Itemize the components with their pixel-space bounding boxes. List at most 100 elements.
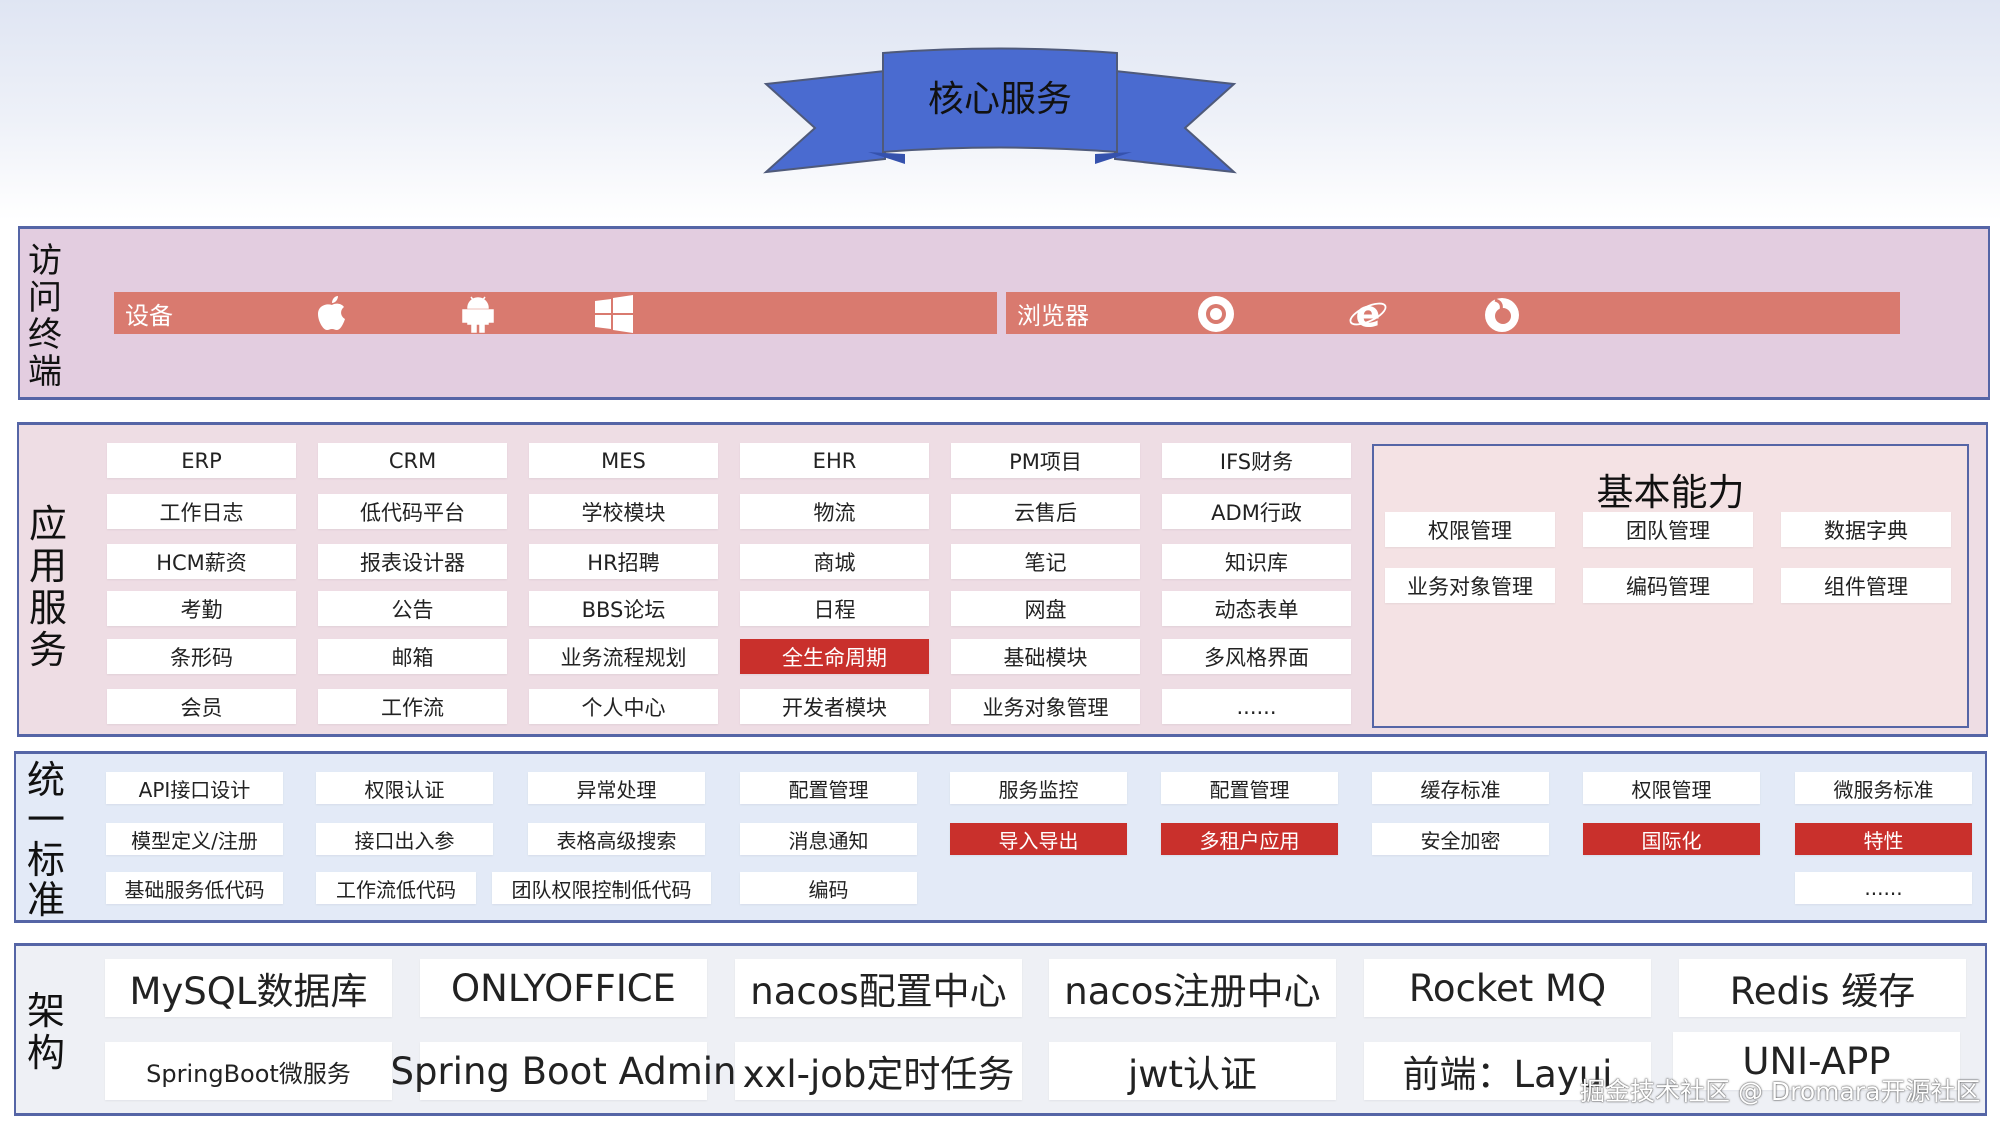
architecture-cell: UNI-APP: [1673, 1032, 1960, 1090]
architecture-cell: Rocket MQ: [1364, 959, 1651, 1017]
standard-cell: 团队权限控制低代码: [492, 872, 711, 904]
architecture-cell: 前端：Layui: [1364, 1042, 1651, 1100]
standard-cell: 基础服务低代码: [106, 872, 283, 904]
windows-icon: [594, 294, 634, 334]
basic-capability-cell: 编码管理: [1583, 568, 1753, 603]
basic-capability-cell: 团队管理: [1583, 512, 1753, 547]
standard-cell: 模型定义/注册: [106, 823, 283, 855]
app-module-cell: HR招聘: [529, 544, 718, 579]
apple-icon: [312, 294, 352, 334]
basic-capability-cell: 业务对象管理: [1385, 568, 1555, 603]
app-module-cell: 工作日志: [107, 494, 296, 529]
basic-capability-cell: 权限管理: [1385, 512, 1555, 547]
app-module-cell: CRM: [318, 443, 507, 478]
app-module-cell: 业务对象管理: [951, 689, 1140, 724]
app-module-cell: 笔记: [951, 544, 1140, 579]
banner-center: [882, 47, 1118, 154]
standard-cell: 配置管理: [1161, 772, 1338, 804]
access-terminal-section: 访问终端 设备 浏览器 e: [18, 226, 1990, 400]
app-module-cell: 开发者模块: [740, 689, 929, 724]
basic-capabilities-panel: 基本能力 权限管理 团队管理 数据字典业务对象管理 编码管理 组件管理: [1372, 444, 1969, 728]
app-module-cell: 网盘: [951, 591, 1140, 626]
app-module-cell: 条形码: [107, 639, 296, 674]
app-module-cell: HCM薪资: [107, 544, 296, 579]
app-module-cell: 知识库: [1162, 544, 1351, 579]
app-module-cell: 商城: [740, 544, 929, 579]
section-label-arch: 架构: [26, 989, 65, 1075]
banner-right-tail: [1114, 69, 1237, 174]
browser-label: 浏览器: [1017, 301, 1089, 330]
firefox-icon: [1482, 294, 1522, 334]
standard-cell: 表格高级搜索: [528, 823, 705, 855]
app-module-cell: 考勤: [107, 591, 296, 626]
section-label-access: 访问终端: [28, 241, 62, 392]
architecture-cell: nacos配置中心: [735, 959, 1022, 1017]
standard-cell: 特性: [1795, 823, 1972, 855]
standard-cell: 微服务标准: [1795, 772, 1972, 804]
architecture-section: 架构 MySQL数据库 ONLYOFFICE nacos配置中心 nacos注册中心 R…: [14, 943, 1987, 1116]
standard-cell: 异常处理: [528, 772, 705, 804]
section-label-standards: 统一标准: [26, 758, 65, 922]
section-label-apps: 应用服务: [28, 502, 67, 672]
standard-cell: 消息通知: [740, 823, 917, 855]
standard-cell: 接口出入参: [316, 823, 493, 855]
banner-left-tail: [763, 69, 886, 174]
app-module-cell: 业务流程规划: [529, 639, 718, 674]
standard-cell: ......: [1795, 872, 1972, 904]
device-bar: 设备: [114, 292, 997, 334]
watermark: 掘金技术社区 @ Dromara开源社区: [1580, 1077, 1981, 1106]
app-module-cell: 学校模块: [529, 494, 718, 529]
app-module-cell: 工作流: [318, 689, 507, 724]
app-module-cell: 报表设计器: [318, 544, 507, 579]
core-service-banner: [763, 47, 1237, 174]
app-module-cell: 动态表单: [1162, 591, 1351, 626]
architecture-cell: ONLYOFFICE: [420, 959, 707, 1017]
architecture-cell: Redis 缓存: [1679, 959, 1966, 1017]
standard-cell: 服务监控: [950, 772, 1127, 804]
svg-text:e: e: [1356, 294, 1381, 334]
architecture-cell: MySQL数据库: [105, 959, 392, 1017]
app-module-cell: 云售后: [951, 494, 1140, 529]
app-module-cell: BBS论坛: [529, 591, 718, 626]
app-module-cell: 个人中心: [529, 689, 718, 724]
app-module-cell: ERP: [107, 443, 296, 478]
app-module-cell: 物流: [740, 494, 929, 529]
ie-icon: e: [1348, 294, 1388, 334]
standard-cell: 导入导出: [950, 823, 1127, 855]
app-module-cell: 低代码平台: [318, 494, 507, 529]
standard-cell: 工作流低代码: [316, 872, 476, 904]
standards-section: 统一标准 API接口设计 权限认证 异常处理 配置管理 服务监控 配置管理 缓存标准 权限管理…: [14, 751, 1987, 923]
standard-cell: 编码: [740, 872, 917, 904]
app-services-section: 应用服务 ERP CRM MES EHR PM项目 IFS财务工作日志 低代码平台 学校模块物…: [17, 422, 1988, 737]
app-module-cell: 公告: [318, 591, 507, 626]
android-icon: [458, 294, 498, 334]
banner-fold-left: [868, 152, 905, 164]
basic-capability-cell: 数据字典: [1781, 512, 1951, 547]
app-module-cell: 邮箱: [318, 639, 507, 674]
architecture-cell: Spring Boot Admin: [391, 1042, 737, 1100]
standard-cell: 权限认证: [316, 772, 493, 804]
architecture-cell: SpringBoot微服务: [105, 1042, 392, 1100]
app-module-cell: 多风格界面: [1162, 639, 1351, 674]
app-module-cell: 日程: [740, 591, 929, 626]
standard-cell: 配置管理: [740, 772, 917, 804]
app-module-cell: 基础模块: [951, 639, 1140, 674]
architecture-cell: jwt认证: [1049, 1042, 1336, 1100]
app-module-cell: ......: [1162, 689, 1351, 724]
standard-cell: 国际化: [1583, 823, 1760, 855]
app-module-cell: EHR: [740, 443, 929, 478]
standard-cell: 缓存标准: [1372, 772, 1549, 804]
app-module-cell: 会员: [107, 689, 296, 724]
basic-capability-cell: 组件管理: [1781, 568, 1951, 603]
architecture-cell: xxl-job定时任务: [735, 1042, 1022, 1100]
banner-title: 核心服务: [927, 79, 1072, 120]
app-module-cell: IFS财务: [1162, 443, 1351, 478]
app-module-cell: 全生命周期: [740, 639, 929, 674]
browser-bar: 浏览器 e: [1006, 292, 1900, 334]
app-module-cell: PM项目: [951, 443, 1140, 478]
app-module-cell: MES: [529, 443, 718, 478]
device-label: 设备: [125, 301, 173, 330]
chrome-icon: [1196, 294, 1236, 334]
basic-capabilities-title: 基本能力: [1596, 471, 1745, 514]
standard-cell: 多租户应用: [1161, 823, 1338, 855]
